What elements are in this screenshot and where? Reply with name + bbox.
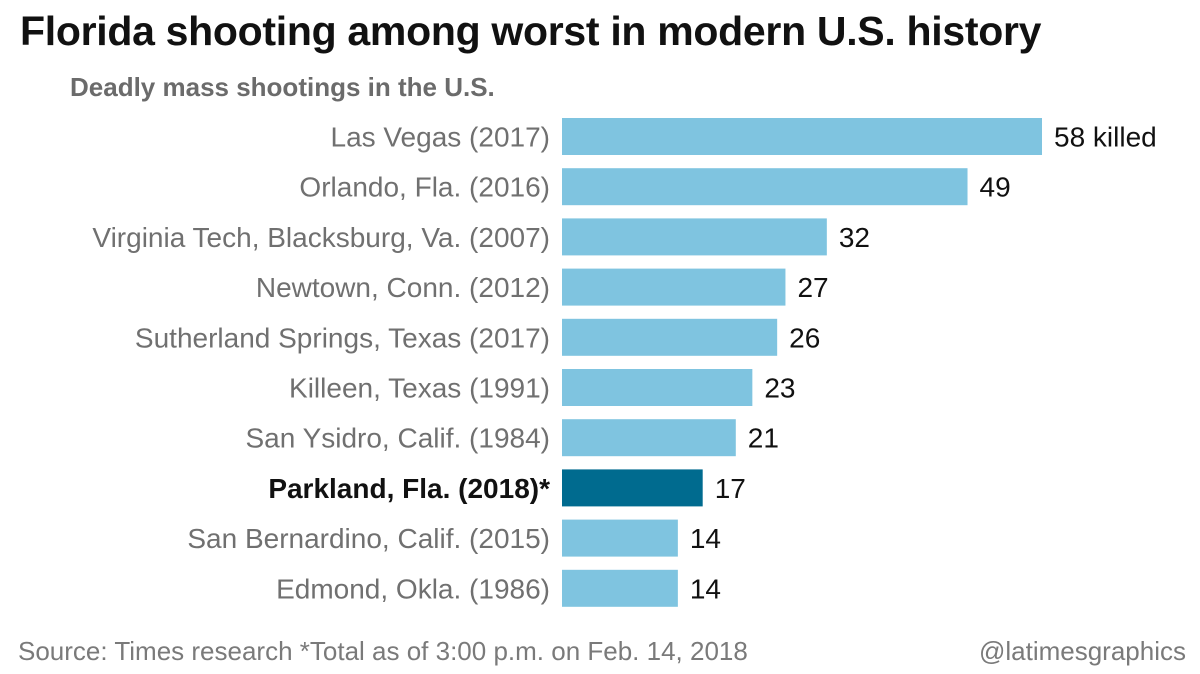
source-note: Source: Times research *Total as of 3:00…	[18, 636, 748, 666]
bar	[562, 168, 968, 206]
value-label: 17	[715, 473, 746, 504]
value-label: 26	[789, 322, 820, 353]
category-label: Parkland, Fla. (2018)*	[268, 473, 550, 504]
bar-highlighted	[562, 469, 703, 507]
bar	[562, 318, 778, 356]
category-label: Edmond, Okla. (1986)	[276, 573, 550, 604]
value-label: 27	[797, 272, 828, 303]
chart-subtitle: Deadly mass shootings in the U.S.	[70, 72, 495, 102]
value-label: 32	[839, 222, 870, 253]
credit-handle: @latimesgraphics	[978, 636, 1186, 666]
category-label: San Ysidro, Calif. (1984)	[245, 423, 550, 454]
bar	[562, 218, 827, 256]
bar	[562, 519, 678, 557]
category-label: Orlando, Fla. (2016)	[299, 172, 550, 203]
category-label: San Bernardino, Calif. (2015)	[187, 523, 550, 554]
category-label: Killeen, Texas (1991)	[289, 373, 550, 404]
chart-title: Florida shooting among worst in modern U…	[20, 8, 1042, 54]
category-label: Newtown, Conn. (2012)	[256, 272, 550, 303]
bar	[562, 268, 786, 306]
value-label: 14	[690, 573, 721, 604]
bar	[562, 369, 753, 406]
category-label: Sutherland Springs, Texas (2017)	[135, 322, 550, 353]
bar	[562, 569, 678, 607]
value-label: 58 killed	[1054, 122, 1157, 153]
category-label: Virginia Tech, Blacksburg, Va. (2007)	[92, 222, 550, 253]
category-label: Las Vegas (2017)	[331, 122, 551, 153]
value-label: 49	[980, 172, 1011, 203]
value-label: 21	[748, 423, 779, 454]
bar	[562, 419, 736, 457]
value-label: 23	[764, 373, 795, 404]
bar	[562, 118, 1042, 155]
value-label: 14	[690, 523, 721, 554]
